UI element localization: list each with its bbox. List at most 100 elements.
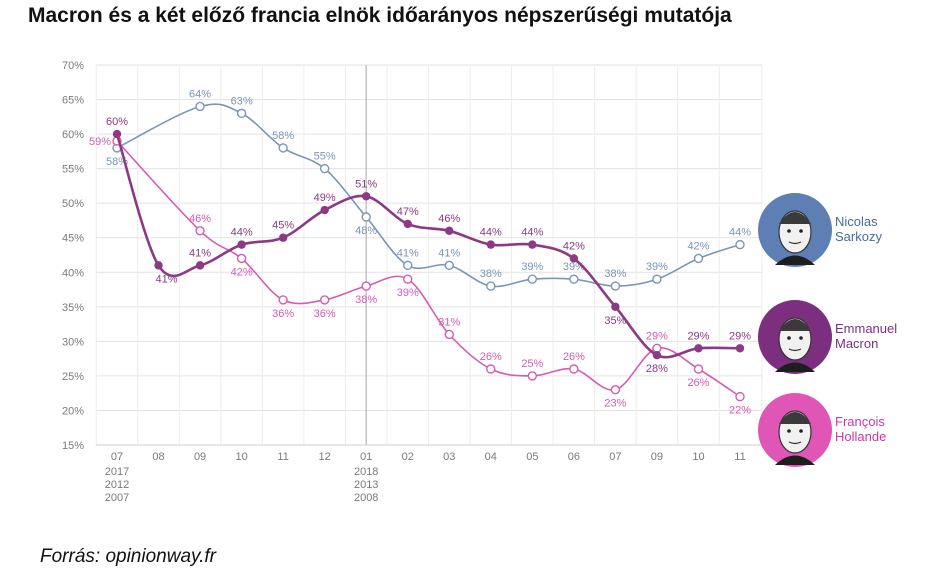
data-point <box>195 226 205 236</box>
mouth-shape <box>788 241 802 245</box>
macron-portrait-icon <box>775 317 815 372</box>
data-label: 47% <box>397 206 419 218</box>
data-label: 31% <box>438 316 460 328</box>
data-label: 46% <box>189 213 211 225</box>
data-point <box>403 219 412 229</box>
data-label: 29% <box>729 330 751 342</box>
data-point <box>569 364 579 374</box>
data-point <box>569 274 579 284</box>
y-tick-label: 50% <box>62 198 84 210</box>
x-tick-label: 10 <box>235 451 247 463</box>
x-tick-label: 10 <box>692 451 704 463</box>
legend-label: Hollande <box>835 429 886 444</box>
data-label: 42% <box>687 240 709 252</box>
mouth-shape <box>788 348 802 352</box>
series-macron: 60% 41% 41% 44% 45% 49% 51% 47% 46% 44% 44% 42% 35% 2… <box>106 116 751 375</box>
series-sarkozy: 58%64%63%58%55%48%41% 41%38%39% 39%38%39%4… <box>106 88 751 291</box>
data-label: 41% <box>397 247 419 259</box>
data-point <box>445 226 454 236</box>
data-point <box>610 281 621 291</box>
data-label: 29% <box>687 330 709 342</box>
data-point <box>154 261 163 270</box>
data-label: 46% <box>438 213 460 225</box>
x-tick-label: 06 <box>568 451 580 463</box>
eye-shape <box>799 429 803 433</box>
y-tick-label: 30% <box>62 336 84 348</box>
x-tick-label: 08 <box>152 451 164 463</box>
data-label: 64% <box>189 88 211 100</box>
data-point <box>361 281 371 291</box>
data-point <box>195 261 205 270</box>
data-point <box>611 302 620 312</box>
data-label: 39% <box>397 287 419 299</box>
legend-label: Sarkozy <box>835 229 882 244</box>
data-label: 51% <box>355 178 377 190</box>
data-label: 63% <box>231 95 253 107</box>
data-label: 38% <box>355 294 377 306</box>
data-label: 36% <box>272 308 294 320</box>
y-tick-label: 60% <box>62 129 84 141</box>
data-label: 41% <box>189 247 211 259</box>
y-tick-label: 65% <box>62 95 84 107</box>
data-label: 48% <box>355 225 377 237</box>
x-tick-label: 04 <box>485 451 497 463</box>
data-point <box>486 240 495 249</box>
y-tick-label: 35% <box>62 302 84 314</box>
x-tick-year-label: 2018 <box>354 466 378 478</box>
data-point <box>527 274 538 284</box>
data-label: 22% <box>729 405 751 417</box>
y-tick-label: 15% <box>62 440 84 452</box>
data-point <box>735 391 745 402</box>
x-tick-year-label: 2007 <box>105 492 129 504</box>
data-label: 44% <box>231 227 253 239</box>
eye-shape <box>787 229 791 233</box>
data-label: 44% <box>729 227 751 239</box>
data-label: 55% <box>314 151 336 163</box>
data-label: 45% <box>272 220 294 232</box>
line-chart: 15% 20% 25% 30% 35% 40% 45% 50% 55% 60% 65% 70% 07 20… <box>62 60 897 504</box>
x-tick-year-label: 2013 <box>354 479 378 491</box>
data-point <box>444 329 454 340</box>
data-point <box>236 108 247 119</box>
y-tick-label: 25% <box>62 371 84 383</box>
data-point <box>528 240 537 249</box>
data-label: 42% <box>563 240 585 252</box>
data-point <box>652 274 662 284</box>
series-line-macron <box>115 133 741 359</box>
x-tick-label: 11 <box>277 451 288 463</box>
data-label: 26% <box>563 351 585 363</box>
legend-label: Macron <box>835 336 878 351</box>
legend-label: François <box>835 414 885 429</box>
data-label: 49% <box>314 192 336 204</box>
eye-shape <box>787 429 791 433</box>
data-label: 36% <box>314 308 336 320</box>
eye-shape <box>799 229 803 233</box>
series-line-sarkozy <box>116 103 741 288</box>
data-point <box>237 240 246 249</box>
data-label: 35% <box>604 315 626 327</box>
data-point <box>735 239 745 250</box>
x-tick-label: 02 <box>402 451 414 463</box>
data-point <box>195 101 205 112</box>
collar-shape <box>775 362 815 372</box>
x-tick-label: 07 <box>609 451 621 463</box>
data-label: 38% <box>480 268 502 280</box>
source-note: Forrás: opinionway.fr <box>40 546 216 567</box>
data-point <box>486 364 496 374</box>
data-point <box>610 385 621 395</box>
data-label: 26% <box>687 377 709 389</box>
y-tick-label: 55% <box>62 164 84 176</box>
data-point <box>652 350 662 360</box>
x-tick-year-label: 2008 <box>354 492 378 504</box>
data-point <box>278 295 288 305</box>
x-tick-label: 09 <box>651 451 663 463</box>
data-label: 44% <box>480 227 502 239</box>
data-label: 39% <box>521 261 543 273</box>
data-label: 42% <box>231 266 253 278</box>
eye-shape <box>799 336 803 340</box>
data-point <box>486 281 496 291</box>
